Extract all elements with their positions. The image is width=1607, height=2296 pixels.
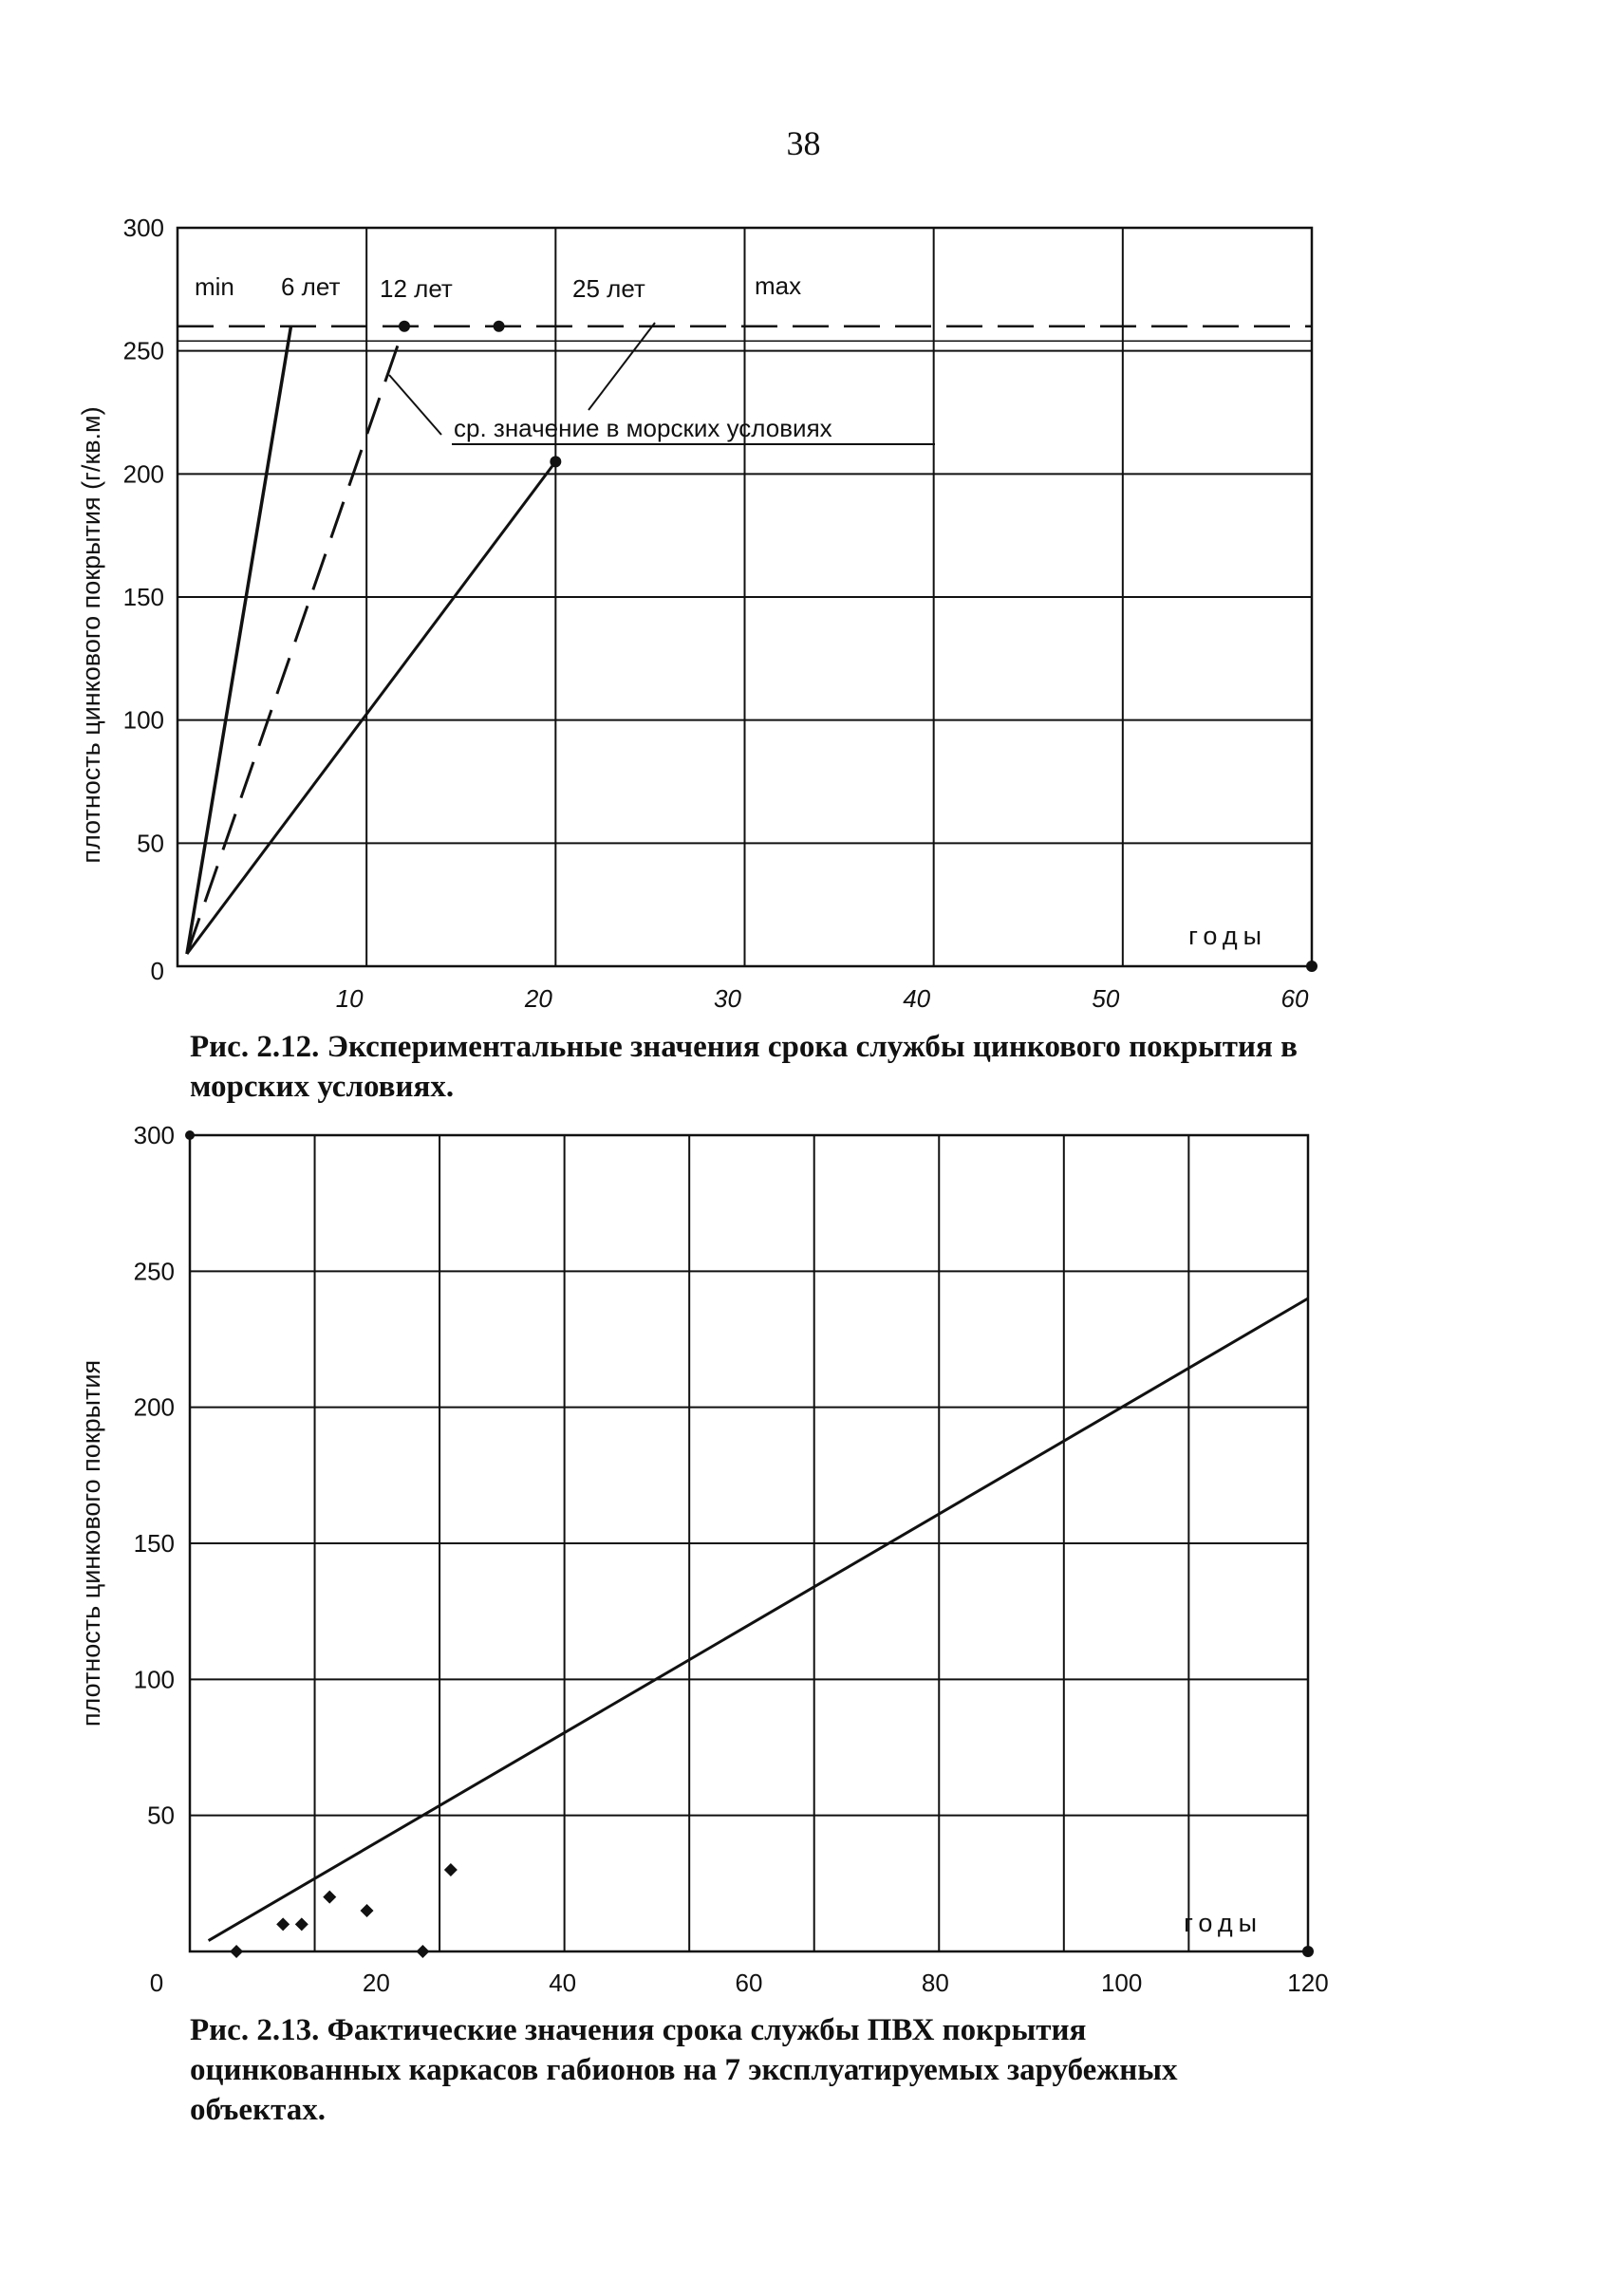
chart2-point [1302,1946,1314,1957]
figure-2-12-caption: Рис. 2.12. Экспериментальные значения ср… [190,1030,1298,1104]
chart2-x-tick: 20 [363,1969,390,1997]
chart2-point [230,1945,244,1958]
chart2-point [360,1904,374,1917]
chart1-y-tick: 150 [123,583,164,611]
chart1-lines [178,320,1317,972]
chart2-y-tick: 300 [134,1121,175,1149]
chart1-point [1306,961,1317,972]
chart-pvc-gabions: 0 20 40 60 80 100 120 50 100 150 200 250 300 годы плот… [77,1121,1329,1997]
chart1-grid [176,226,1314,968]
chart2-point [416,1945,430,1958]
chart1-annotations: min 6 лет 12 лет 25 лет max ср. значение в мо… [77,271,1267,950]
chart1-point [399,320,410,332]
chart2-grid [188,1133,1310,1953]
chart2-point [443,1863,458,1876]
chart1-y-tick: 100 [123,706,164,735]
chart2-point [185,1130,195,1140]
chart2-y-tick: 100 [134,1665,175,1693]
chart2-x-label: годы [1184,1909,1262,1937]
chart1-ticks: 10 20 30 40 50 60 0 50 100 150 200 250 300 [123,214,1309,1013]
chart1-label-25: 25 лет [572,274,645,303]
chart2-point [323,1890,337,1904]
chart1-x-label: годы [1188,922,1267,950]
chart2-x-tick: 100 [1101,1969,1142,1997]
chart1-point [550,456,562,468]
chart1-label-max: max [755,271,801,300]
chart1-x-tick: 60 [1281,984,1309,1013]
chart2-lines [185,1130,1314,1958]
chart2-y-tick: 150 [134,1529,175,1558]
chart2-ticks: 0 20 40 60 80 100 120 50 100 150 200 250 300 годы плот… [77,1121,1329,1997]
page-number: 38 [786,124,821,162]
chart2-x-tick: 0 [150,1969,163,1997]
chart1-point [493,320,505,332]
chart1-y-tick: 300 [123,214,164,242]
chart2-trend-line [207,1297,1309,1942]
chart2-point [276,1917,290,1932]
chart2-x-tick: 120 [1287,1969,1328,1997]
chart1-x-tick: 30 [714,984,741,1013]
chart1-series-line [185,326,406,955]
chart1-y-tick: 50 [137,829,164,857]
chart1-series-line [185,460,557,955]
chart2-y-label: плотность цинкового покрытия [77,1360,105,1727]
chart1-avg-leader-right [588,322,656,411]
chart1-avg-leader-left [388,374,442,436]
chart2-y-tick: 50 [147,1801,175,1830]
chart1-label-6: 6 лет [281,272,340,301]
chart1-y-tick: 250 [123,337,164,365]
chart1-label-min: min [195,272,234,301]
chart2-x-tick: 80 [922,1969,949,1997]
chart2-x-tick: 60 [736,1969,763,1997]
chart2-y-tick: 200 [134,1393,175,1422]
chart2-x-tick: 40 [549,1969,576,1997]
chart1-y-label: плотность цинкового покрытия (г/кв.м) [77,406,105,863]
chart1-label-avg: ср. значение в морских условиях [454,414,832,442]
chart1-x-tick: 40 [903,984,930,1013]
chart2-point [294,1917,308,1932]
chart1-x-tick: 10 [336,984,364,1013]
chart1-label-12: 12 лет [380,274,453,303]
chart1-x-tick: 50 [1092,984,1119,1013]
chart1-x-tick: 20 [524,984,552,1013]
chart1-y-tick: 0 [151,957,164,985]
chart2-y-tick: 250 [134,1257,175,1285]
chart1-y-tick: 200 [123,459,164,488]
chart1-series-line [185,326,293,955]
figure-2-13-caption: Рис. 2.13. Фактические значения срока сл… [190,2013,1178,2127]
